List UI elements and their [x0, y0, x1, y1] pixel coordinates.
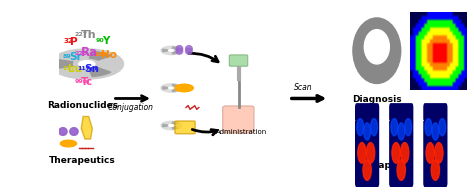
Circle shape [397, 160, 405, 180]
FancyBboxPatch shape [423, 103, 447, 187]
Text: Administration: Administration [216, 129, 267, 135]
Text: P: P [70, 37, 78, 47]
Text: 223: 223 [75, 51, 88, 56]
Circle shape [439, 119, 446, 136]
Text: Lu: Lu [68, 64, 82, 74]
FancyBboxPatch shape [223, 106, 254, 133]
Circle shape [425, 119, 432, 136]
Text: 89: 89 [63, 54, 72, 59]
Wedge shape [90, 51, 111, 60]
Circle shape [435, 143, 443, 163]
Circle shape [60, 140, 76, 147]
Text: Therapeutics: Therapeutics [49, 156, 116, 165]
Text: Scan: Scan [294, 83, 313, 92]
Circle shape [392, 143, 400, 163]
FancyBboxPatch shape [389, 103, 413, 187]
Ellipse shape [59, 128, 67, 135]
Circle shape [401, 143, 409, 163]
Ellipse shape [186, 46, 192, 52]
Circle shape [169, 125, 173, 126]
Text: Radionuclides: Radionuclides [47, 101, 118, 111]
Circle shape [50, 49, 124, 79]
Ellipse shape [176, 46, 182, 52]
Circle shape [365, 30, 389, 64]
Wedge shape [172, 122, 178, 124]
Ellipse shape [176, 48, 182, 54]
Circle shape [358, 143, 366, 163]
Wedge shape [172, 89, 178, 91]
Text: Th: Th [82, 30, 97, 40]
Circle shape [169, 50, 173, 51]
Circle shape [363, 160, 371, 180]
Circle shape [371, 119, 377, 136]
Text: 177: 177 [62, 66, 75, 71]
Circle shape [426, 143, 434, 163]
Text: Tc: Tc [82, 77, 93, 87]
Circle shape [366, 143, 375, 163]
Circle shape [161, 121, 182, 130]
Wedge shape [55, 60, 73, 68]
Text: Ra: Ra [82, 46, 99, 59]
Circle shape [405, 119, 411, 136]
Wedge shape [163, 87, 167, 89]
Text: Y: Y [102, 36, 109, 46]
Wedge shape [163, 124, 167, 127]
Text: Conjugation: Conjugation [108, 103, 154, 112]
Polygon shape [82, 116, 92, 139]
Circle shape [357, 119, 364, 136]
Text: 32: 32 [64, 38, 73, 44]
Text: Sr: Sr [70, 52, 82, 62]
Circle shape [432, 123, 439, 140]
FancyBboxPatch shape [355, 103, 379, 187]
Text: 166: 166 [94, 52, 108, 57]
Ellipse shape [70, 128, 78, 135]
Wedge shape [172, 84, 178, 87]
Wedge shape [90, 68, 111, 76]
Circle shape [175, 84, 193, 92]
FancyBboxPatch shape [175, 121, 195, 134]
FancyBboxPatch shape [229, 55, 248, 66]
Wedge shape [172, 47, 178, 49]
Wedge shape [163, 49, 167, 52]
Wedge shape [172, 127, 178, 129]
Ellipse shape [186, 48, 192, 54]
Text: Sn: Sn [84, 64, 99, 74]
Text: Therapy: Therapy [356, 161, 398, 170]
Text: 99m: 99m [75, 79, 90, 84]
Ellipse shape [70, 128, 78, 135]
Circle shape [364, 123, 371, 140]
Circle shape [169, 87, 173, 89]
Text: 90: 90 [95, 38, 104, 43]
Circle shape [391, 119, 398, 136]
Circle shape [398, 123, 405, 140]
Circle shape [79, 61, 95, 67]
Circle shape [161, 46, 182, 55]
Text: Ho: Ho [101, 50, 117, 60]
Text: 227: 227 [75, 32, 88, 37]
Circle shape [353, 18, 401, 83]
Text: Diagnosis: Diagnosis [352, 96, 402, 105]
Circle shape [431, 160, 439, 180]
Circle shape [161, 84, 182, 92]
Ellipse shape [59, 128, 67, 135]
Wedge shape [172, 51, 178, 54]
Text: 117m: 117m [78, 66, 97, 71]
